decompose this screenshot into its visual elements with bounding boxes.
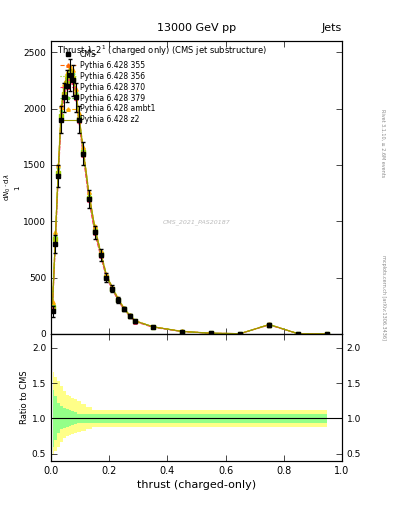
Y-axis label: $\mathrm{d}N$ / $\mathrm{d}\lambda$
$\mathrm{d}N_0 \cdot \mathrm{d}\lambda$
1: $\mathrm{d}N$ / $\mathrm{d}\lambda$ $\ma…	[0, 174, 20, 201]
Text: mcplots.cern.ch [arXiv:1306.3436]: mcplots.cern.ch [arXiv:1306.3436]	[381, 254, 386, 339]
Y-axis label: Ratio to CMS: Ratio to CMS	[20, 371, 29, 424]
Text: 13000 GeV pp: 13000 GeV pp	[157, 23, 236, 33]
Text: Rivet 3.1.10, ≥ 2.6M events: Rivet 3.1.10, ≥ 2.6M events	[381, 109, 386, 178]
Legend: CMS, Pythia 6.428 355, Pythia 6.428 356, Pythia 6.428 370, Pythia 6.428 379, Pyt: CMS, Pythia 6.428 355, Pythia 6.428 356,…	[59, 48, 157, 126]
Text: Thrust $\lambda\_2^1$ (charged only) (CMS jet substructure): Thrust $\lambda\_2^1$ (charged only) (CM…	[57, 44, 267, 58]
Text: CMS_2021_PAS20187: CMS_2021_PAS20187	[163, 220, 230, 225]
X-axis label: thrust (charged-only): thrust (charged-only)	[137, 480, 256, 490]
Text: Jets: Jets	[321, 23, 342, 33]
